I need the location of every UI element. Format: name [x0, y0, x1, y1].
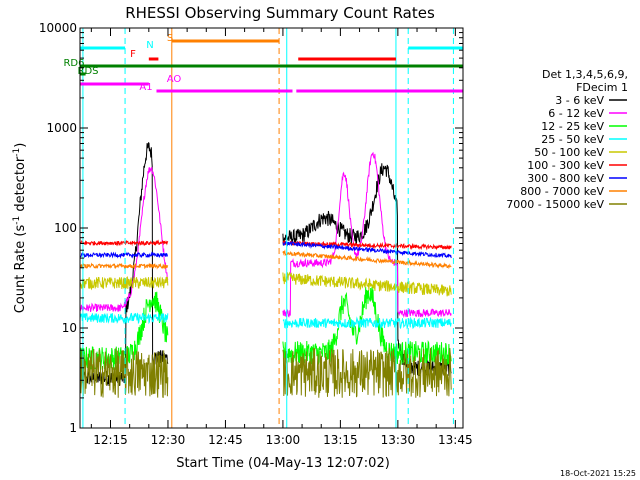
legend-label-4: 50 - 100 keV: [534, 146, 604, 159]
y-tick-label-0: 1: [69, 421, 77, 435]
x-tick-label-4: 13:15: [323, 433, 358, 447]
x-tick-label-6: 13:45: [438, 433, 473, 447]
flag-label-rds: RDS: [78, 66, 99, 77]
flag-label-ao: AO: [167, 74, 182, 85]
x-tick-label-1: 12:30: [151, 433, 186, 447]
series-line-8: [79, 347, 452, 399]
flag-label-f: F: [130, 49, 136, 60]
x-tick-label-0: 12:15: [93, 433, 128, 447]
legend-label-8: 7000 - 15000 keV: [506, 198, 604, 211]
y-axis-label-part3: ): [13, 143, 28, 148]
series-line-5: [80, 239, 452, 251]
series-line-6: [79, 240, 452, 259]
x-tick-label-2: 12:45: [208, 433, 243, 447]
legend-label-0: 3 - 6 keV: [555, 94, 604, 107]
legend-label-5: 100 - 300 keV: [527, 159, 604, 172]
y-axis-label-sup1: -1: [12, 216, 22, 225]
x-axis-label: Start Time (04-May-13 12:07:02): [176, 456, 390, 471]
flag-label-rd6: RD6: [63, 58, 84, 69]
x-tick-label-5: 13:30: [381, 433, 416, 447]
y-tick-label-4: 10000: [39, 21, 77, 35]
y-tick-label-1: 10: [62, 321, 77, 335]
y-tick-label-3: 1000: [46, 121, 77, 135]
flag-label-a1: A1: [139, 82, 152, 93]
y-axis-label-part1: Count Rate (s: [13, 225, 28, 314]
axes: 1 10 100 1000 10000 12:15 12:30 12:45 13:00 13:15…: [39, 21, 473, 447]
legend-label-3: 25 - 50 keV: [541, 133, 604, 146]
legend-label-1: 6 - 12 keV: [548, 107, 604, 120]
legend-header-line-2: FDecim 1: [576, 81, 628, 94]
legend-label-7: 800 - 7000 keV: [520, 185, 604, 198]
series-line-4: [79, 271, 452, 297]
y-axis-label-part2: detector: [13, 156, 28, 216]
flag-label-s: S: [167, 33, 173, 44]
flag-label-n: N: [146, 40, 153, 51]
chart-title: RHESSI Observing Summary Count Rates: [125, 4, 435, 22]
y-axis-label: Count Rate (s-1 detector-1): [12, 143, 28, 314]
series-line-1: [79, 151, 452, 319]
y-axis-label-sup2: -1: [12, 148, 22, 157]
series-line-3: [79, 312, 452, 330]
legend-label-6: 300 - 800 keV: [527, 172, 604, 185]
x-tick-label-3: 13:00: [266, 433, 301, 447]
footer-timestamp: 18-Oct-2021 15:25: [560, 469, 636, 478]
series-line-7: [79, 249, 452, 270]
legend-header-line-1: Det 1,3,4,5,6,9,: [542, 68, 628, 81]
legend-label-2: 12 - 25 keV: [541, 120, 604, 133]
y-tick-label-2: 100: [54, 221, 77, 235]
